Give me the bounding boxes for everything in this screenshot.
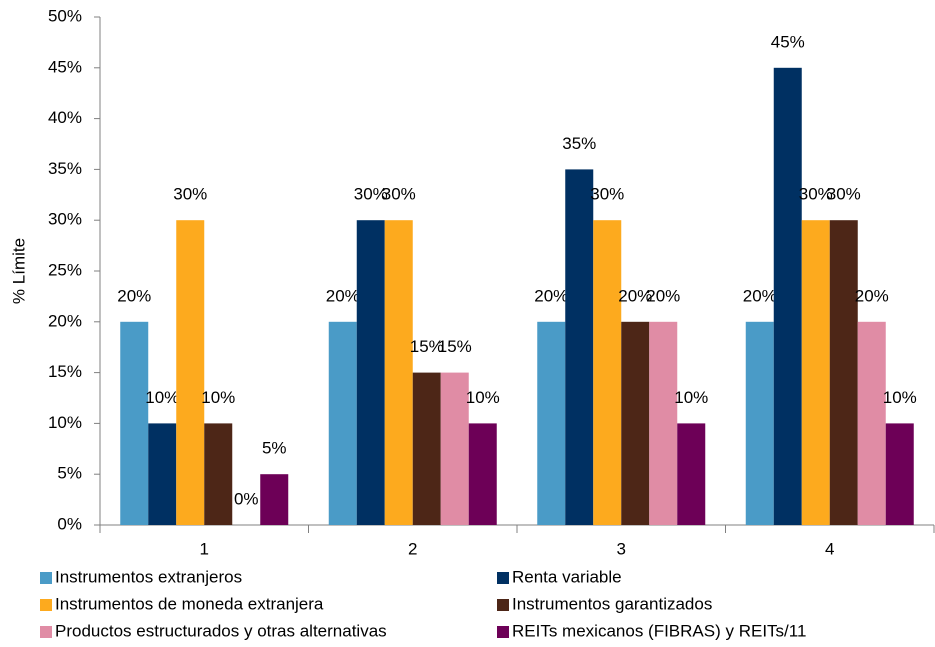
data-label: 0% <box>234 489 259 508</box>
bar <box>440 372 469 525</box>
legend-swatch <box>40 599 52 611</box>
data-label: 15% <box>438 337 472 356</box>
y-tick-label: 10% <box>48 413 82 432</box>
y-tick-label: 0% <box>57 514 82 533</box>
data-label: 30% <box>173 185 207 204</box>
data-label: 10% <box>145 388 179 407</box>
bar <box>593 220 622 525</box>
bar <box>384 220 413 525</box>
data-label: 10% <box>674 388 708 407</box>
data-label: 20% <box>326 286 360 305</box>
x-tick-label: 1 <box>200 539 209 558</box>
legend-swatch <box>497 626 509 638</box>
legend-swatch <box>497 599 509 611</box>
data-label: 45% <box>771 32 805 51</box>
legend-label: Instrumentos garantizados <box>512 594 712 613</box>
bar <box>176 220 205 525</box>
data-label: 30% <box>354 185 388 204</box>
data-label: 5% <box>262 439 287 458</box>
bar <box>677 423 706 525</box>
bar <box>328 321 357 525</box>
bar <box>829 220 858 525</box>
bar <box>801 220 830 525</box>
y-tick-label: 25% <box>48 260 82 279</box>
bar <box>260 474 289 525</box>
bar <box>649 321 678 525</box>
y-axis-title: % Límite <box>9 238 28 304</box>
y-tick-label: 30% <box>48 210 82 229</box>
legend-swatch <box>40 572 52 584</box>
legend-label: Productos estructurados y otras alternat… <box>55 621 387 640</box>
x-tick-label: 3 <box>617 539 626 558</box>
data-label: 30% <box>590 185 624 204</box>
legend-swatch <box>40 626 52 638</box>
y-tick-label: 15% <box>48 362 82 381</box>
data-label: 30% <box>799 185 833 204</box>
legend-label: Instrumentos de moneda extranjera <box>55 594 324 613</box>
y-tick-label: 50% <box>48 6 82 25</box>
bar <box>621 321 650 525</box>
data-label: 35% <box>562 134 596 153</box>
data-label: 10% <box>883 388 917 407</box>
data-label: 10% <box>201 388 235 407</box>
x-tick-label: 4 <box>825 539 834 558</box>
data-label: 15% <box>410 337 444 356</box>
data-label: 20% <box>646 286 680 305</box>
data-label: 20% <box>534 286 568 305</box>
y-tick-label: 45% <box>48 57 82 76</box>
legend-label: Renta variable <box>512 567 622 586</box>
bar <box>120 321 149 525</box>
bar <box>565 169 594 525</box>
bar <box>148 423 177 525</box>
data-label: 20% <box>855 286 889 305</box>
bar <box>745 321 774 525</box>
bar <box>537 321 566 525</box>
y-tick-label: 35% <box>48 159 82 178</box>
bar <box>885 423 914 525</box>
data-label: 20% <box>743 286 777 305</box>
data-label: 10% <box>466 388 500 407</box>
data-label: 30% <box>827 185 861 204</box>
bar <box>356 220 385 525</box>
y-tick-label: 20% <box>48 311 82 330</box>
legend-label: Instrumentos extranjeros <box>55 567 242 586</box>
bar <box>857 321 886 525</box>
y-tick-label: 5% <box>57 464 82 483</box>
legend-label: REITs mexicanos (FIBRAS) y REITs/11 <box>512 621 806 640</box>
y-tick-label: 40% <box>48 108 82 127</box>
bar <box>204 423 233 525</box>
x-tick-label: 2 <box>408 539 417 558</box>
data-label: 30% <box>382 185 416 204</box>
bar <box>773 67 802 526</box>
bar <box>412 372 441 525</box>
data-label: 20% <box>117 286 151 305</box>
bar <box>468 423 497 525</box>
data-label: 20% <box>618 286 652 305</box>
legend-swatch <box>497 572 509 584</box>
